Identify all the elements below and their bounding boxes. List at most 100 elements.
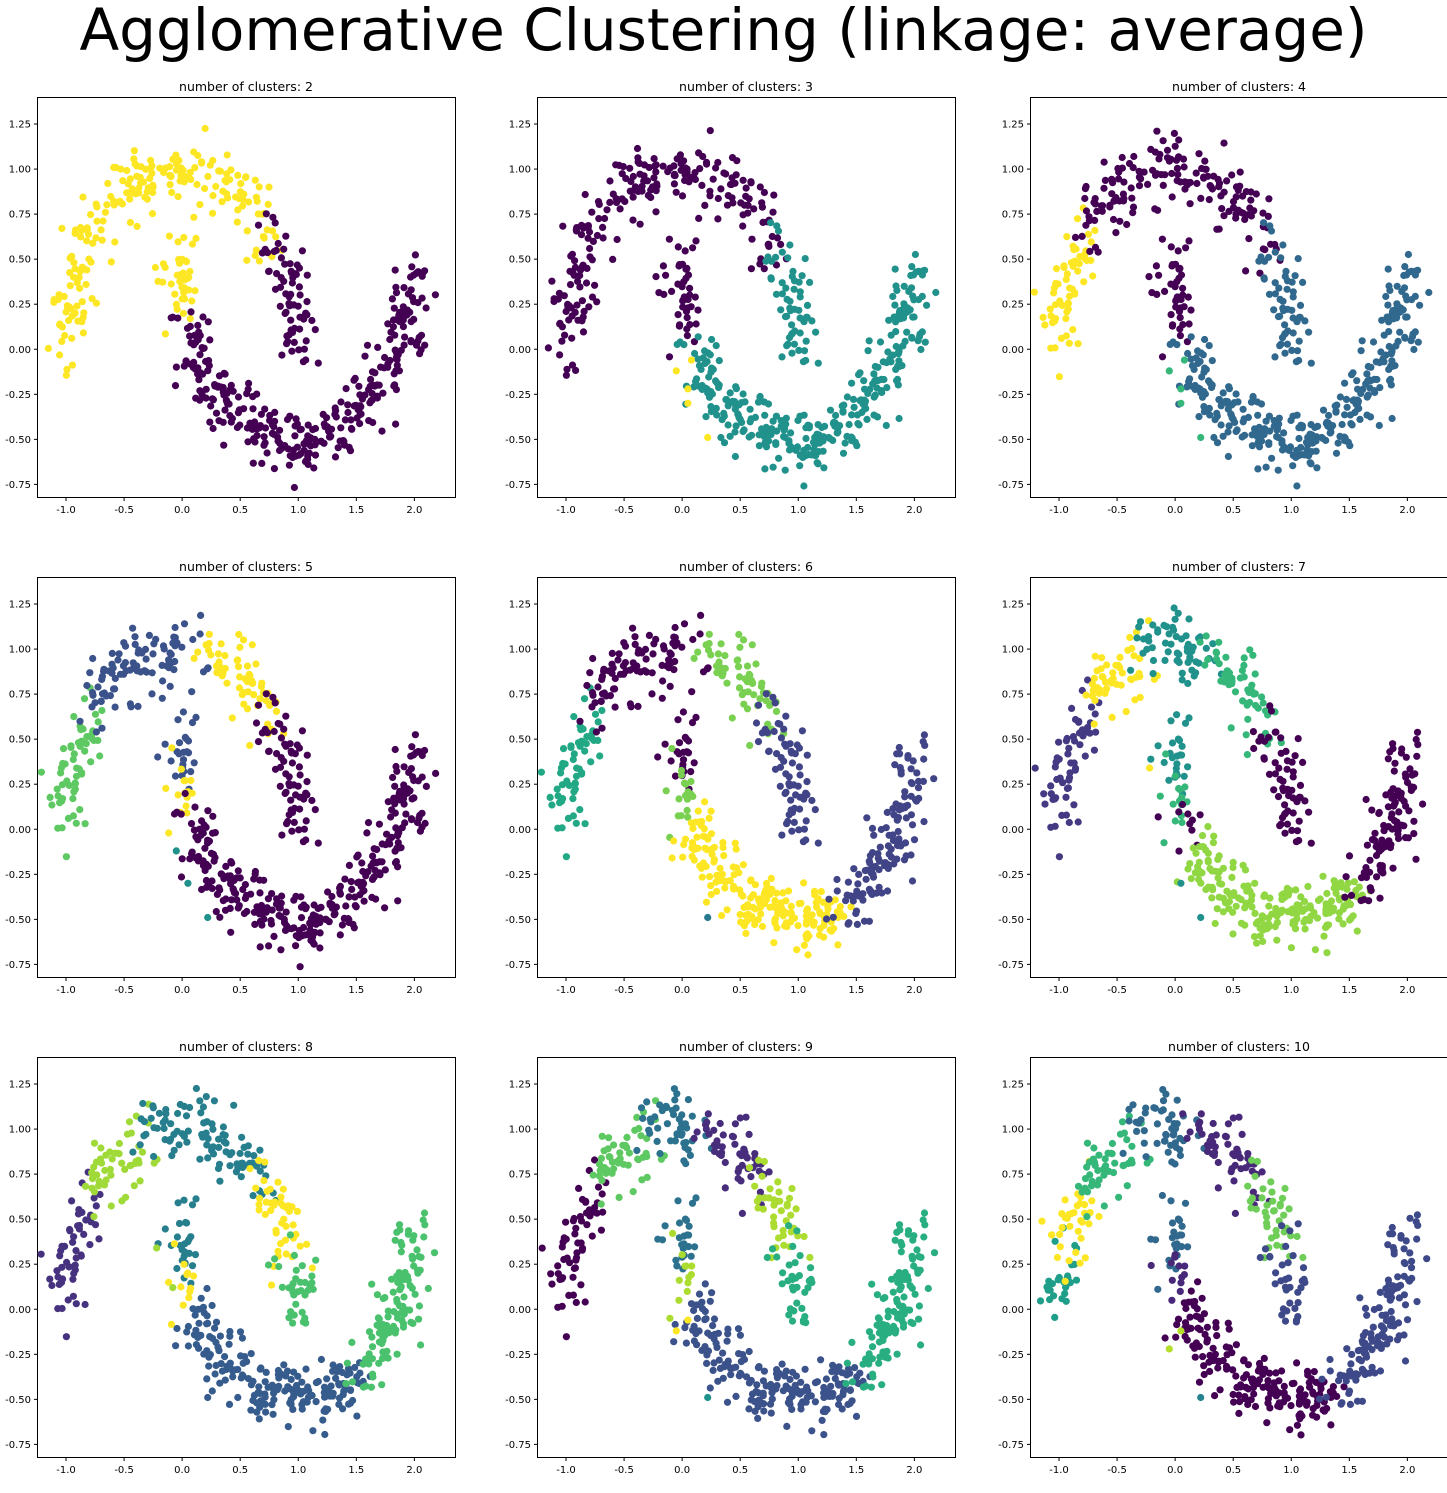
data-point bbox=[1108, 190, 1115, 197]
data-point bbox=[1158, 171, 1165, 178]
data-point bbox=[218, 871, 225, 878]
data-point bbox=[323, 1375, 330, 1382]
data-point bbox=[1268, 227, 1275, 234]
data-point bbox=[142, 646, 149, 653]
data-point bbox=[166, 233, 173, 240]
data-point bbox=[154, 753, 161, 760]
data-point bbox=[810, 439, 817, 446]
data-point bbox=[1177, 314, 1184, 321]
data-point bbox=[1210, 833, 1217, 840]
data-point bbox=[791, 286, 798, 293]
data-point bbox=[268, 1282, 275, 1289]
data-point bbox=[1066, 819, 1073, 826]
data-point bbox=[249, 641, 256, 648]
data-point bbox=[877, 844, 884, 851]
data-point bbox=[192, 395, 199, 402]
data-point bbox=[874, 364, 881, 371]
data-point bbox=[235, 631, 242, 638]
data-point bbox=[834, 429, 841, 436]
data-point bbox=[298, 1401, 305, 1408]
data-point bbox=[1218, 205, 1225, 212]
data-point bbox=[729, 714, 736, 721]
data-point bbox=[312, 1257, 319, 1264]
data-point bbox=[1069, 285, 1076, 292]
data-point bbox=[193, 181, 200, 188]
data-point bbox=[1389, 415, 1396, 422]
data-point bbox=[1363, 796, 1370, 803]
data-point bbox=[1248, 212, 1255, 219]
data-point bbox=[1065, 306, 1072, 313]
data-point bbox=[278, 734, 285, 741]
data-point bbox=[1204, 823, 1211, 830]
data-point bbox=[379, 390, 386, 397]
data-point bbox=[255, 738, 262, 745]
data-point bbox=[131, 633, 138, 640]
data-point bbox=[339, 1405, 346, 1412]
data-point bbox=[633, 1147, 640, 1154]
y-tick-label: 0.75 bbox=[9, 690, 31, 701]
data-point bbox=[659, 677, 666, 684]
data-point bbox=[559, 795, 566, 802]
data-point bbox=[707, 127, 714, 134]
data-point bbox=[47, 794, 54, 801]
data-point bbox=[1241, 654, 1248, 661]
x-tick-label: 1.5 bbox=[348, 505, 364, 516]
data-point bbox=[1216, 868, 1223, 875]
y-tick-label: 1.00 bbox=[1002, 165, 1024, 176]
data-point bbox=[740, 689, 747, 696]
data-point bbox=[1410, 818, 1417, 825]
data-point bbox=[1181, 163, 1188, 170]
data-point bbox=[1170, 627, 1177, 634]
data-point bbox=[688, 357, 695, 364]
data-point bbox=[710, 176, 717, 183]
data-point bbox=[682, 734, 689, 741]
data-point bbox=[687, 768, 694, 775]
data-point bbox=[832, 896, 839, 903]
data-point bbox=[289, 279, 296, 286]
data-point bbox=[348, 886, 355, 893]
data-point bbox=[1281, 350, 1288, 357]
data-point bbox=[56, 351, 63, 358]
data-point bbox=[1308, 840, 1315, 847]
data-point bbox=[1172, 817, 1179, 824]
data-point bbox=[118, 1160, 125, 1167]
data-point bbox=[324, 888, 331, 895]
data-point bbox=[622, 659, 629, 666]
data-point bbox=[1047, 782, 1054, 789]
data-point bbox=[687, 1152, 694, 1159]
data-point bbox=[616, 650, 623, 657]
data-point bbox=[271, 728, 278, 735]
data-point bbox=[821, 423, 828, 430]
data-point bbox=[412, 251, 419, 258]
x-tick-label: 1.5 bbox=[848, 985, 864, 996]
data-point bbox=[364, 342, 371, 349]
data-point bbox=[652, 636, 659, 643]
data-point bbox=[284, 338, 291, 345]
data-point bbox=[725, 421, 732, 428]
data-point bbox=[600, 666, 607, 673]
data-point bbox=[1307, 913, 1314, 920]
data-point bbox=[108, 258, 115, 265]
data-point bbox=[1279, 305, 1286, 312]
data-point bbox=[1091, 721, 1098, 728]
data-point bbox=[224, 401, 231, 408]
data-point bbox=[1195, 413, 1202, 420]
data-point bbox=[273, 708, 280, 715]
data-point bbox=[786, 305, 793, 312]
data-point bbox=[1086, 730, 1093, 737]
data-point bbox=[209, 192, 216, 199]
data-point bbox=[359, 395, 366, 402]
data-point bbox=[888, 854, 895, 861]
data-point bbox=[850, 865, 857, 872]
data-point bbox=[333, 413, 340, 420]
data-point bbox=[1075, 340, 1082, 347]
data-point bbox=[588, 703, 595, 710]
data-point bbox=[1123, 221, 1130, 228]
data-point bbox=[1401, 284, 1408, 291]
y-tick-label: -0.50 bbox=[998, 435, 1024, 446]
data-point bbox=[229, 415, 236, 422]
y-tick-label: 0.50 bbox=[9, 1215, 31, 1226]
data-point bbox=[168, 280, 175, 287]
data-point bbox=[129, 625, 136, 632]
data-point bbox=[172, 773, 179, 780]
